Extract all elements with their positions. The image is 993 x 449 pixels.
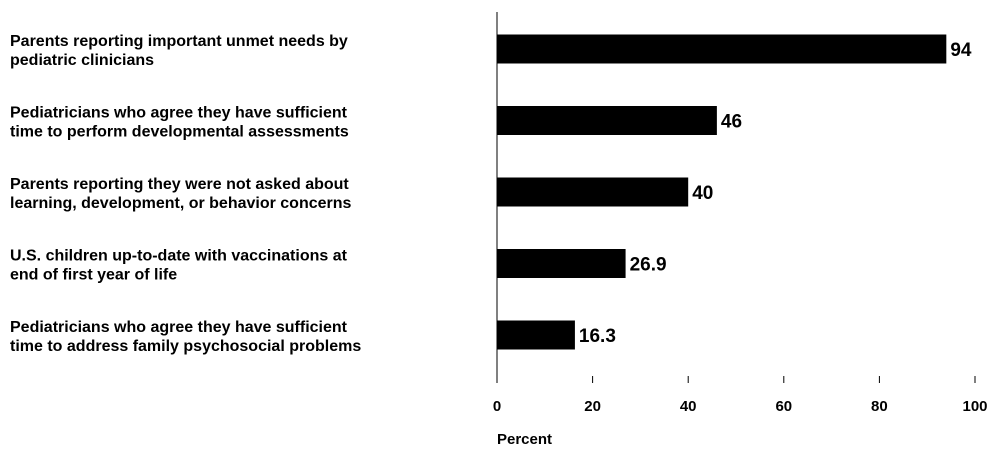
x-tick-label-20: 20 bbox=[584, 398, 601, 415]
category-label-line: time to address family psychosocial prob… bbox=[10, 338, 361, 355]
bar-5 bbox=[497, 320, 575, 350]
category-label-line: Pediatricians who agree they have suffic… bbox=[10, 319, 348, 336]
category-label-line: end of first year of life bbox=[10, 267, 177, 284]
category-label-3: Parents reporting they were not asked ab… bbox=[10, 176, 352, 212]
category-label-line: time to perform developmental assessment… bbox=[10, 124, 349, 141]
bar-3 bbox=[497, 177, 689, 207]
bar-4 bbox=[497, 249, 626, 278]
x-tick-label-0: 0 bbox=[493, 398, 501, 415]
x-tick-label-100: 100 bbox=[962, 398, 987, 415]
category-label-line: Parents reporting they were not asked ab… bbox=[10, 176, 349, 193]
data-label-1: 94 bbox=[950, 40, 972, 61]
category-label-5: Pediatricians who agree they have suffic… bbox=[10, 319, 361, 355]
bar-2 bbox=[497, 106, 717, 135]
bars bbox=[497, 34, 947, 350]
x-tick-label-80: 80 bbox=[871, 398, 888, 415]
category-label-line: learning, development, or behavior conce… bbox=[10, 195, 352, 212]
data-label-5: 16.3 bbox=[579, 326, 616, 347]
category-label-line: Parents reporting important unmet needs … bbox=[10, 33, 348, 50]
x-axis-ticks: 0 20 40 60 80 100 bbox=[493, 376, 988, 415]
bar-1 bbox=[497, 34, 947, 64]
category-label-2: Pediatricians who agree they have suffic… bbox=[10, 105, 349, 141]
category-labels: Parents reporting important unmet needs … bbox=[10, 33, 361, 355]
data-label-4: 26.9 bbox=[630, 255, 667, 276]
category-label-line: pediatric clinicians bbox=[10, 52, 154, 69]
data-label-2: 46 bbox=[721, 112, 742, 133]
category-label-4: U.S. children up-to-date with vaccinatio… bbox=[10, 248, 348, 284]
x-tick-label-40: 40 bbox=[680, 398, 697, 415]
data-labels: 94 46 40 26.9 16.3 bbox=[579, 40, 972, 347]
x-axis-title: Percent bbox=[497, 431, 552, 448]
category-label-line: U.S. children up-to-date with vaccinatio… bbox=[10, 248, 348, 265]
category-label-1: Parents reporting important unmet needs … bbox=[10, 33, 348, 69]
x-tick-label-60: 60 bbox=[775, 398, 792, 415]
category-label-line: Pediatricians who agree they have suffic… bbox=[10, 105, 348, 122]
data-label-3: 40 bbox=[692, 183, 713, 204]
